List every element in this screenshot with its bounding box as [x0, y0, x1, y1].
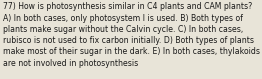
- Text: 77) How is photosynthesis similar in C4 plants and CAM plants?
A) In both cases,: 77) How is photosynthesis similar in C4 …: [3, 2, 260, 68]
